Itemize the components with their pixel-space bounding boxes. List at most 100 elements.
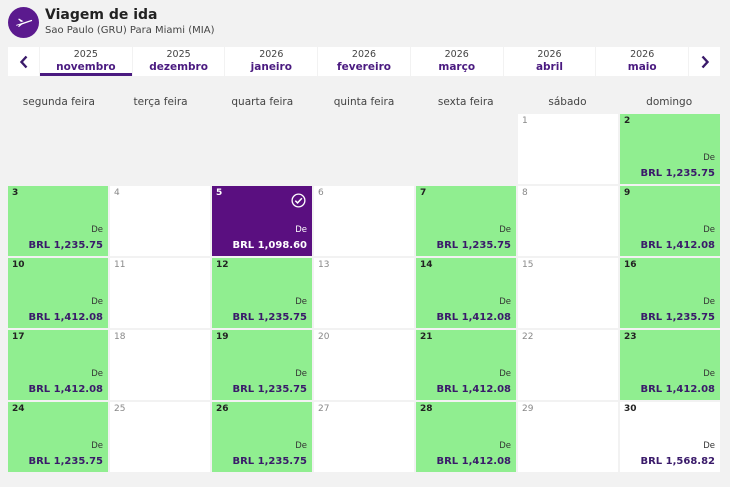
day-cell[interactable]: 9 De BRL 1,412.08 (620, 186, 720, 256)
from-label: De (499, 297, 511, 307)
price-label: BRL 1,412.08 (640, 384, 715, 395)
day-number: 22 (522, 332, 534, 342)
empty-cell (110, 114, 210, 184)
day-number: 27 (318, 404, 330, 414)
selected-day-cell[interactable]: 5 De BRL 1,098.60 (212, 186, 312, 256)
day-number: 8 (522, 188, 528, 198)
day-cell[interactable]: 19 De BRL 1,235.75 (212, 330, 312, 400)
weekday-label: terça feira (133, 96, 188, 108)
day-cell[interactable]: 21 De BRL 1,412.08 (416, 330, 516, 400)
from-label: De (91, 297, 103, 307)
day-cell[interactable]: 17 De BRL 1,412.08 (8, 330, 108, 400)
day-cell[interactable]: 20 (314, 330, 414, 400)
day-cell[interactable]: 23 De BRL 1,412.08 (620, 330, 720, 400)
weekday-label: sexta feira (437, 96, 494, 108)
day-number: 14 (420, 260, 433, 270)
day-number: 20 (318, 332, 330, 342)
tab-month-name: maio (627, 61, 657, 73)
from-label: De (295, 225, 307, 235)
price-label: BRL 1,235.75 (232, 312, 307, 323)
day-number: 10 (12, 260, 25, 270)
day-number: 29 (522, 404, 534, 414)
weekday-label: quarta feira (231, 96, 294, 108)
day-cell[interactable]: 29 (518, 402, 618, 472)
header: Viagem de ida Sao Paulo (GRU) Para Miami… (8, 5, 214, 39)
weekday-label: domingo (646, 96, 693, 108)
tab-month-março[interactable]: 2026 março (410, 47, 503, 76)
previous-month-button[interactable] (8, 47, 39, 76)
tab-month-janeiro[interactable]: 2026 janeiro (225, 47, 318, 76)
price-label: BRL 1,098.60 (232, 240, 307, 251)
day-number: 19 (216, 332, 229, 342)
tab-month-maio[interactable]: 2026 maio (596, 47, 689, 76)
day-cell[interactable]: 15 (518, 258, 618, 328)
day-cell[interactable]: 6 (314, 186, 414, 256)
day-number: 12 (216, 260, 229, 270)
day-number: 26 (216, 404, 229, 414)
day-number: 24 (12, 404, 25, 414)
price-label: BRL 1,412.08 (28, 384, 103, 395)
day-number: 1 (522, 116, 528, 126)
day-cell[interactable]: 25 (110, 402, 210, 472)
from-label: De (295, 369, 307, 379)
day-cell[interactable]: 30 De BRL 1,568.82 (620, 402, 720, 472)
tab-year: 2026 (351, 49, 377, 60)
check-circle-icon (291, 193, 306, 208)
price-label: BRL 1,412.08 (436, 312, 511, 323)
from-label: De (295, 441, 307, 451)
day-cell[interactable]: 28 De BRL 1,412.08 (416, 402, 516, 472)
month-navigation: 2025 novembro 2025 dezembro 2026 janeiro 2026 f… (8, 47, 720, 76)
weekday-label: quinta feira (333, 96, 395, 108)
empty-cell (314, 114, 414, 184)
next-month-button[interactable] (689, 47, 720, 76)
price-label: BRL 1,412.08 (28, 312, 103, 323)
airplane-takeoff-icon (8, 6, 39, 38)
day-cell[interactable]: 24 De BRL 1,235.75 (8, 402, 108, 472)
month-tabs: 2025 novembro 2025 dezembro 2026 janeiro 2026 f… (40, 47, 689, 76)
day-cell[interactable]: 12 De BRL 1,235.75 (212, 258, 312, 328)
empty-cell (8, 114, 108, 184)
day-number: 3 (12, 188, 19, 198)
tab-month-abril[interactable]: 2026 abril (503, 47, 596, 76)
day-cell[interactable]: 1 (518, 114, 618, 184)
price-label: BRL 1,568.82 (640, 456, 715, 467)
from-label: De (499, 369, 511, 379)
day-cell[interactable]: 2 De BRL 1,235.75 (620, 114, 720, 184)
day-number: 13 (318, 260, 330, 270)
price-label: BRL 1,235.75 (28, 240, 103, 251)
day-cell[interactable]: 3 De BRL 1,235.75 (8, 186, 108, 256)
empty-cell (212, 114, 312, 184)
page-title: Viagem de ida (45, 7, 158, 23)
tab-month-name: janeiro (250, 61, 292, 73)
day-cell[interactable]: 4 (110, 186, 210, 256)
day-cell[interactable]: 11 (110, 258, 210, 328)
day-number: 6 (318, 188, 324, 198)
from-label: De (499, 225, 511, 235)
day-cell[interactable]: 8 (518, 186, 618, 256)
day-number: 11 (114, 260, 126, 270)
day-cell[interactable]: 14 De BRL 1,412.08 (416, 258, 516, 328)
tab-month-dezembro[interactable]: 2025 dezembro (132, 47, 225, 76)
tab-month-fevereiro[interactable]: 2026 fevereiro (318, 47, 410, 76)
tab-month-novembro[interactable]: 2025 novembro (40, 47, 132, 76)
day-cell[interactable]: 18 (110, 330, 210, 400)
from-label: De (91, 225, 103, 235)
weekday-label: segunda feira (22, 96, 95, 108)
tab-year: 2026 (444, 49, 469, 60)
day-cell[interactable]: 22 (518, 330, 618, 400)
day-cell[interactable]: 26 De BRL 1,235.75 (212, 402, 312, 472)
tab-year: 2026 (259, 49, 284, 60)
day-cell[interactable]: 16 De BRL 1,235.75 (620, 258, 720, 328)
day-cell[interactable]: 10 De BRL 1,412.08 (8, 258, 108, 328)
from-label: De (499, 441, 511, 451)
price-label: BRL 1,412.08 (640, 240, 715, 251)
day-cell[interactable]: 13 (314, 258, 414, 328)
day-cell[interactable]: 7 De BRL 1,235.75 (416, 186, 516, 256)
tab-year: 2026 (630, 49, 655, 60)
tab-month-name: novembro (56, 61, 116, 73)
day-cell[interactable]: 27 (314, 402, 414, 472)
weekday-label: sábado (548, 96, 587, 108)
day-number: 2 (624, 116, 631, 126)
day-number: 23 (624, 332, 637, 342)
price-label: BRL 1,235.75 (436, 240, 511, 251)
